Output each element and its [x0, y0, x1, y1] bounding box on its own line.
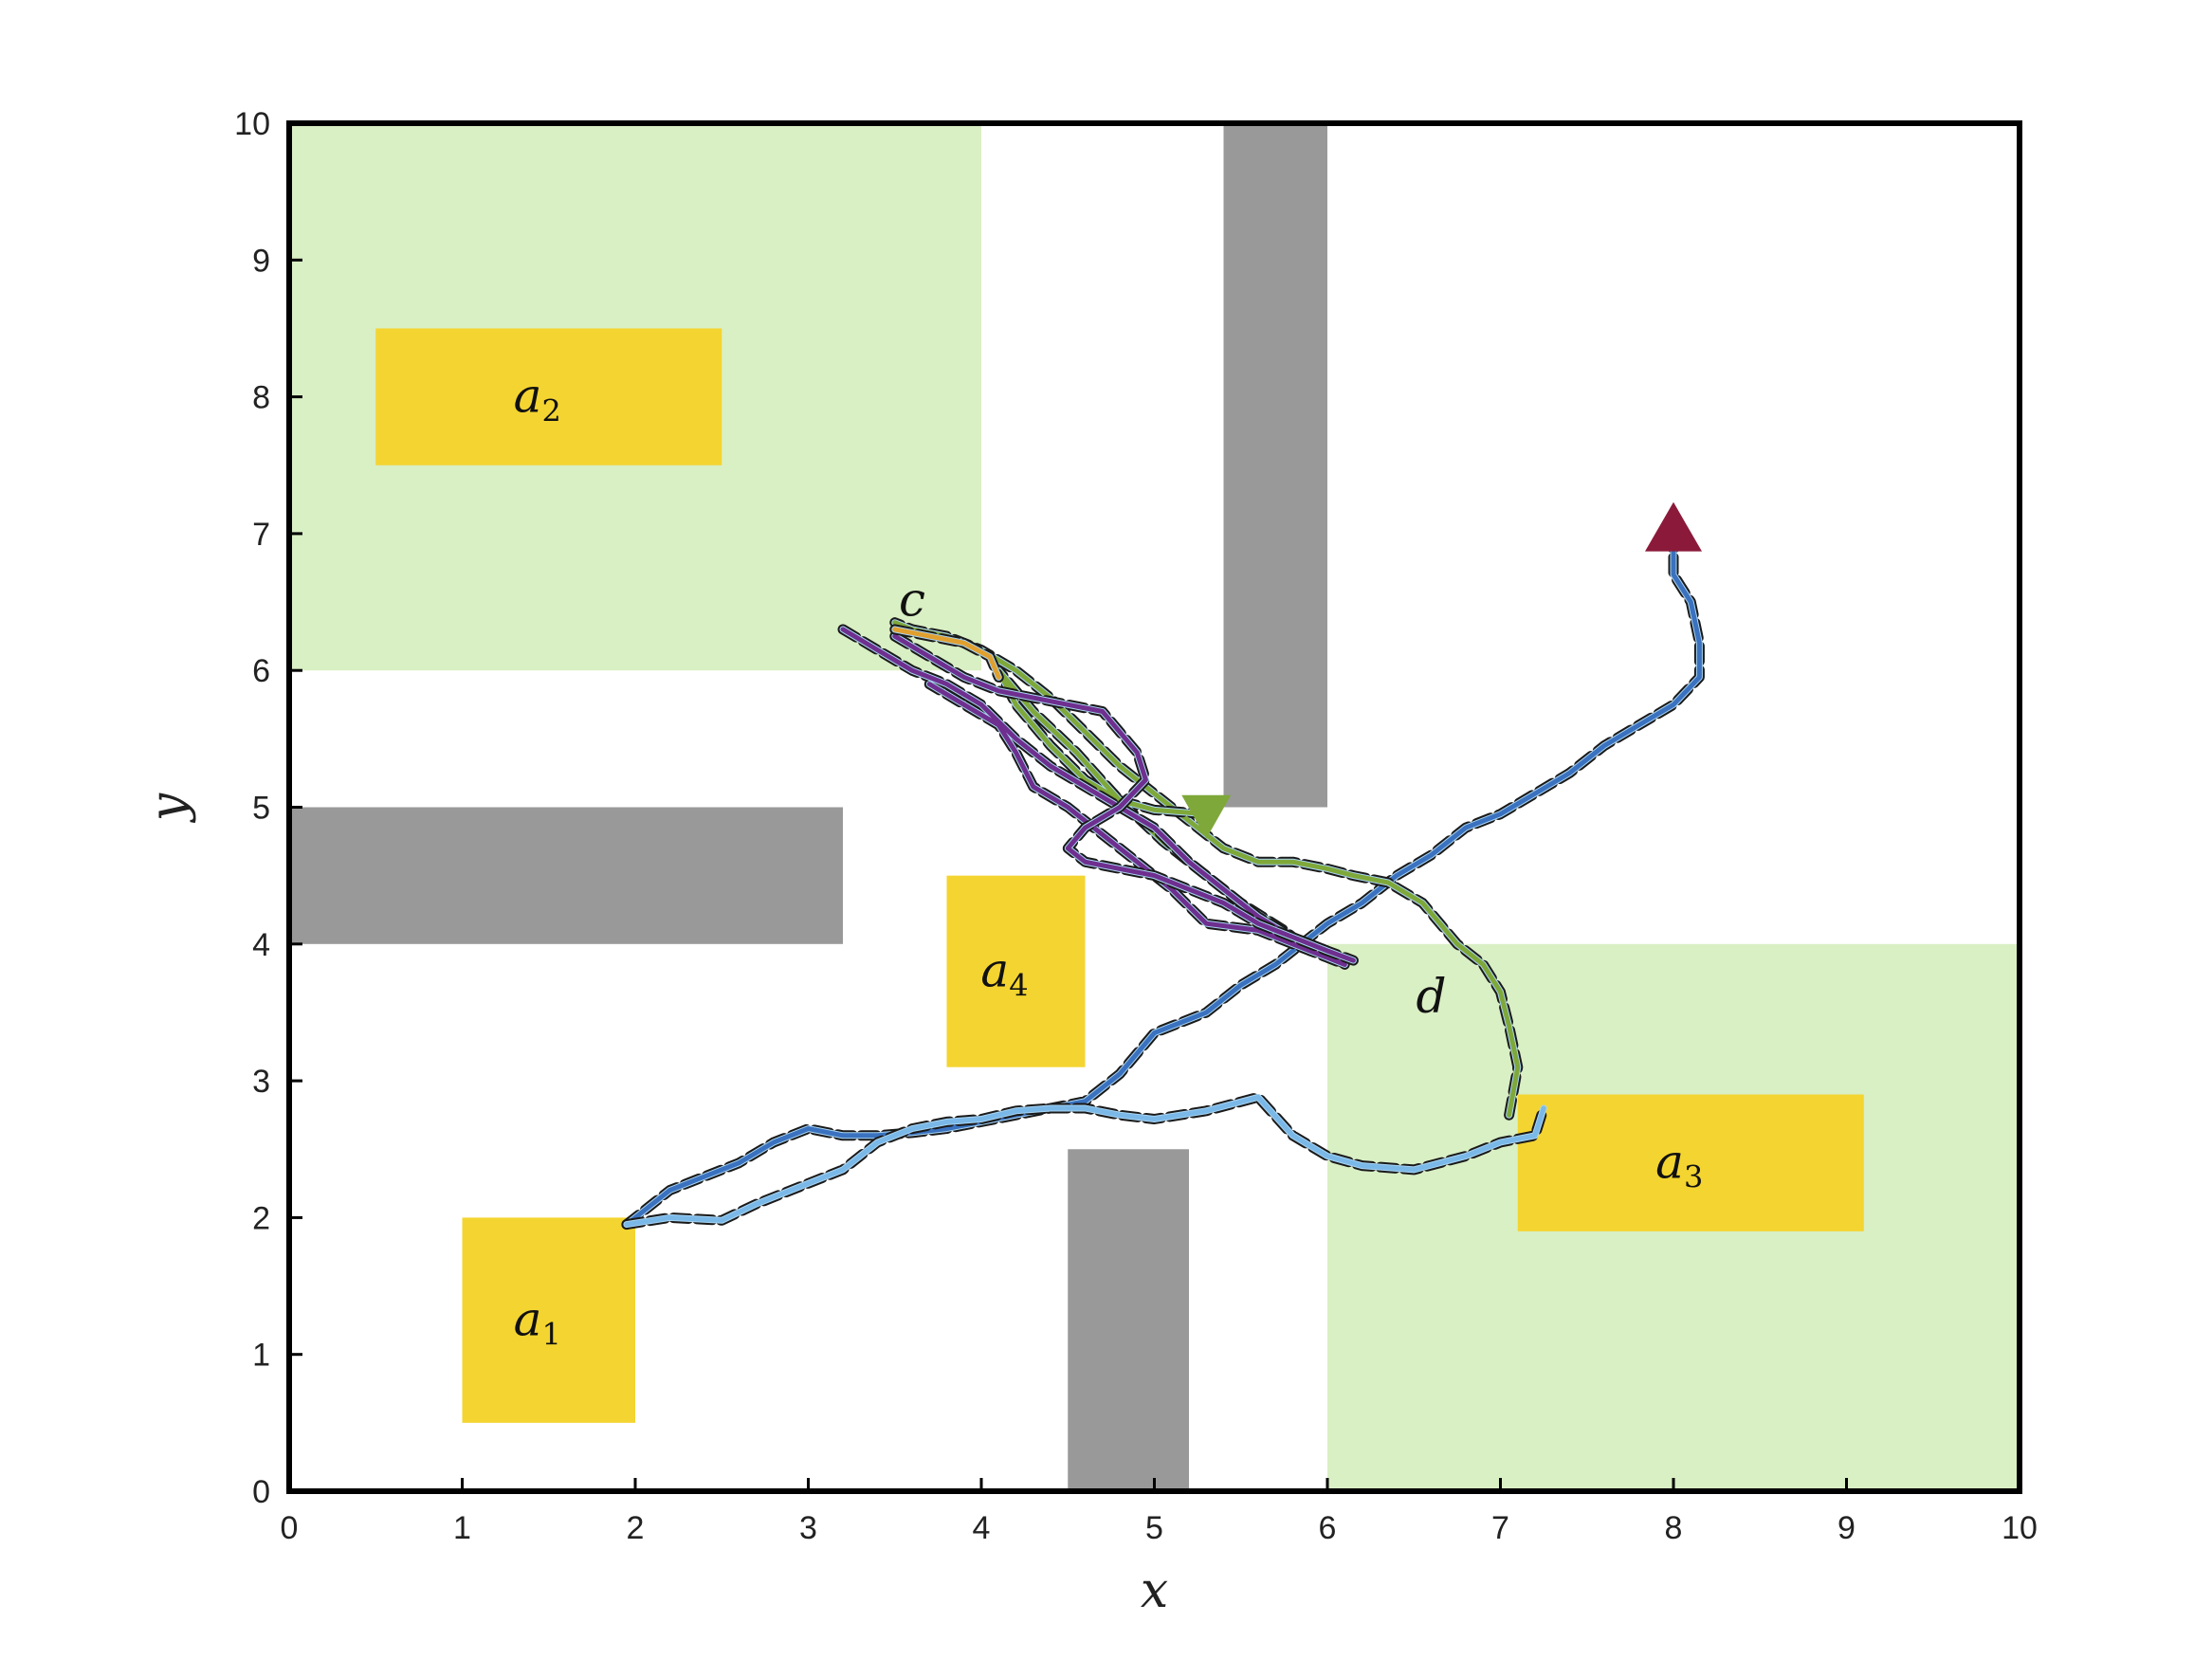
obstacle-1: [1223, 123, 1327, 808]
x-tick-label-0: 0: [281, 1510, 299, 1546]
annotation-c: c: [899, 572, 925, 627]
goal-label-subscript: 4: [1009, 968, 1028, 1004]
x-tick-label-2: 2: [627, 1510, 645, 1546]
goal-label-a3: a3: [1655, 1135, 1703, 1195]
obstacle-3: [1068, 1149, 1189, 1491]
axes-layer: 0 1 2 3 4 5 6 7 8 9 10 0 1 2 3 4 5 6 7 8 9 10: [234, 106, 2038, 1546]
y-tick-label-4: 4: [252, 927, 270, 963]
trajectory-7: [892, 627, 1001, 680]
obstacle-2: [289, 807, 843, 944]
trajectory-6: [892, 633, 1356, 963]
y-tick-label-0: 0: [252, 1474, 270, 1510]
trajectory-3: [892, 620, 1521, 1118]
x-tick-label-3: 3: [799, 1510, 817, 1546]
y-tick-label-6: 6: [252, 653, 270, 689]
x-axis-label: x: [1141, 1562, 1168, 1619]
x-tick-label-5: 5: [1145, 1510, 1163, 1546]
x-tick-label-10: 10: [2002, 1510, 2038, 1546]
goal-region-a3: [1517, 1094, 1864, 1231]
y-tick-label-5: 5: [252, 791, 270, 827]
x-tick-label-6: 6: [1319, 1510, 1337, 1546]
start-marker: [1645, 501, 1702, 552]
y-tick-label-2: 2: [252, 1200, 270, 1236]
goal-region-a1: [462, 1217, 635, 1423]
end-marker: [1181, 794, 1232, 839]
trajectory-1: [624, 531, 1702, 1228]
regions-layer: [289, 123, 2020, 1491]
goal-label-subscript: 1: [541, 1317, 560, 1353]
y-tick-label-10: 10: [234, 106, 270, 142]
markers-layer: [1181, 501, 1702, 839]
trajectories-layer: [621, 528, 1705, 1231]
goal-region-a4: [946, 875, 1086, 1067]
y-tick-label-8: 8: [252, 380, 270, 416]
x-tick-label-9: 9: [1837, 1510, 1856, 1546]
y-axis-label: y: [140, 793, 197, 823]
y-tick-label-3: 3: [252, 1064, 270, 1100]
x-tick-label-1: 1: [453, 1510, 471, 1546]
y-tick-label-9: 9: [252, 243, 270, 279]
trajectory-2: [624, 1094, 1546, 1228]
x-tick-label-4: 4: [973, 1510, 991, 1546]
annotation-d: d: [1416, 969, 1446, 1024]
goal-region-a2: [375, 328, 722, 465]
y-tick-label-7: 7: [252, 517, 270, 553]
x-tick-label-7: 7: [1491, 1510, 1509, 1546]
x-tick-label-8: 8: [1665, 1510, 1683, 1546]
goal-label-subscript: 2: [541, 393, 560, 429]
y-tick-label-1: 1: [252, 1338, 270, 1374]
goal-label-subscript: 3: [1684, 1159, 1703, 1195]
